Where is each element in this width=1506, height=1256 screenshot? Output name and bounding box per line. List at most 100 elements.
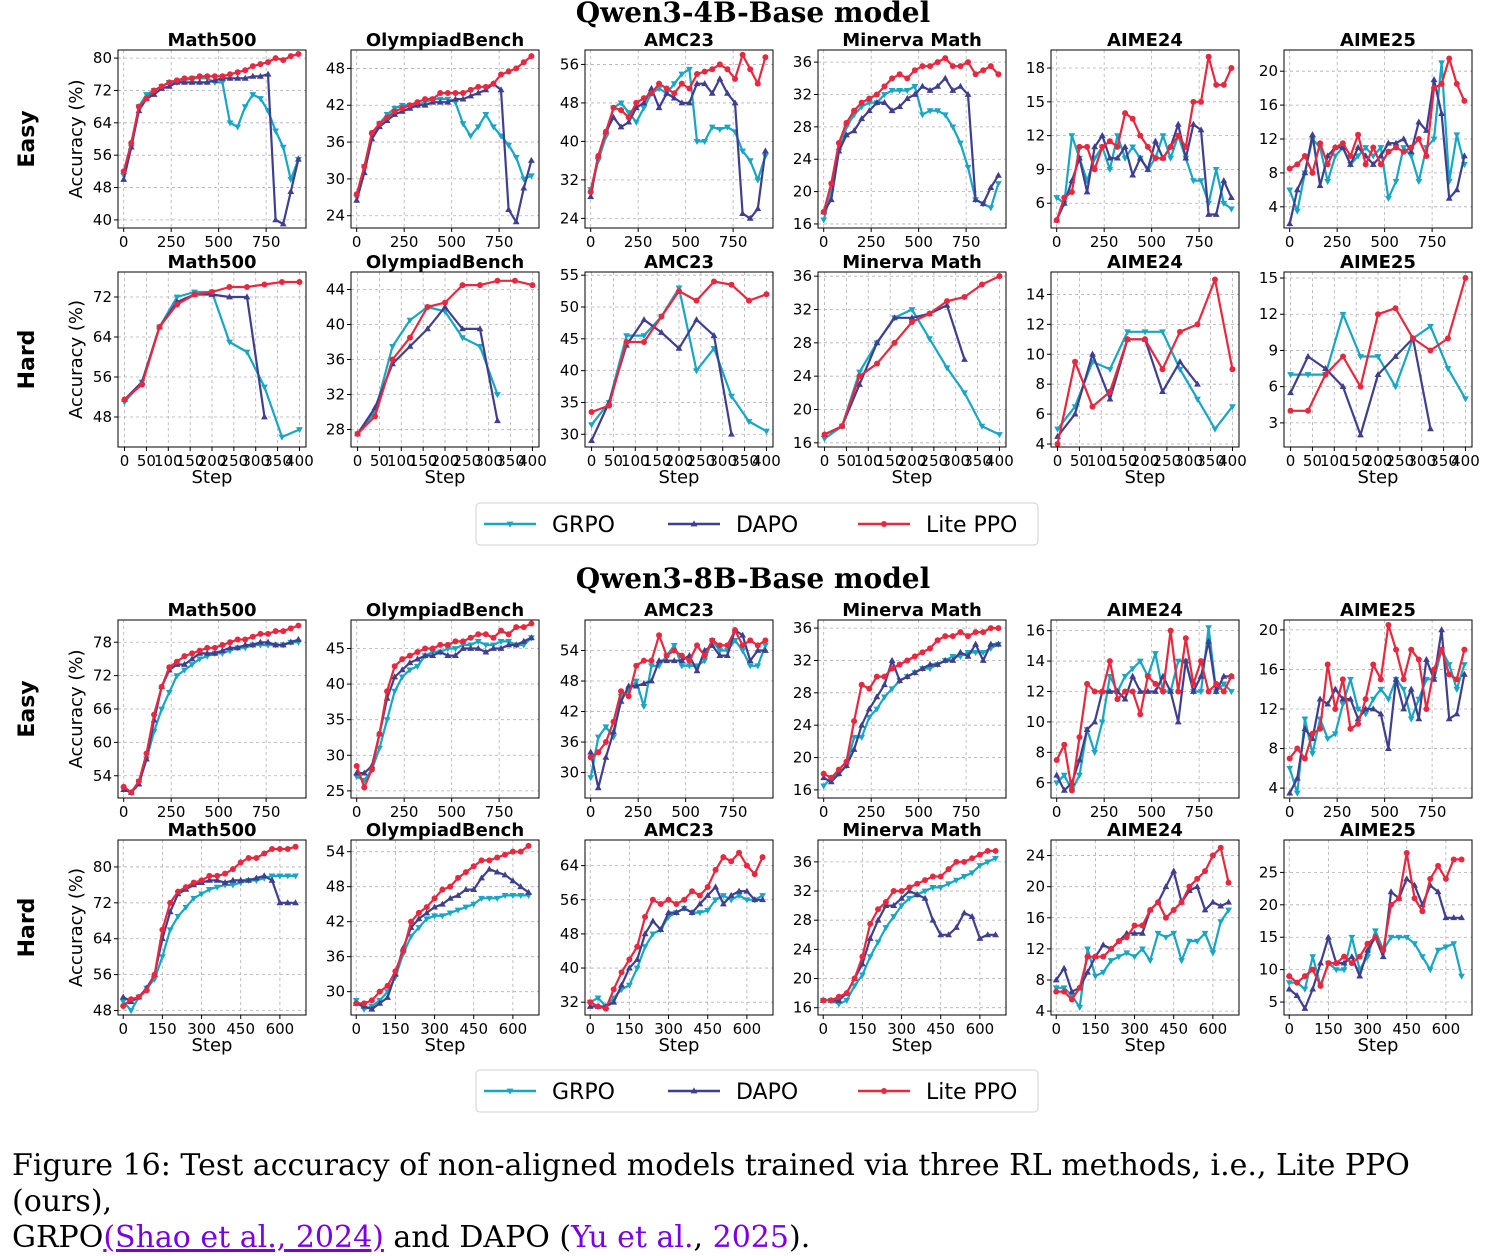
subplot-title: OlympiadBench xyxy=(366,252,524,273)
x-tick-label: 200 xyxy=(898,452,927,470)
data-point xyxy=(1392,305,1399,312)
data-point xyxy=(964,652,972,659)
y-tick-label: 12 xyxy=(1259,130,1278,148)
citation-shao[interactable]: (Shao et al., 2024) xyxy=(103,1220,384,1255)
x-tick-label: 300 xyxy=(187,1020,216,1038)
x-tick-label: 0 xyxy=(586,233,596,251)
data-point xyxy=(1434,888,1442,895)
data-point xyxy=(467,92,475,99)
y-tick-label: 32 xyxy=(793,651,812,669)
data-point xyxy=(606,402,613,409)
data-point xyxy=(657,926,665,933)
data-point xyxy=(249,641,257,648)
x-tick-label: 750 xyxy=(1185,803,1214,821)
series-line xyxy=(590,629,767,759)
x-axis-label: Step xyxy=(892,467,933,488)
data-point xyxy=(1316,182,1324,189)
data-point xyxy=(1408,646,1415,653)
data-point xyxy=(1068,988,1076,995)
data-point xyxy=(858,681,865,688)
y-tick-label: 20 xyxy=(1259,62,1278,80)
series-lite-ppo xyxy=(587,849,766,1012)
citation-yu[interactable]: Yu et al. xyxy=(571,1220,694,1255)
data-point xyxy=(1220,681,1228,688)
data-point xyxy=(497,133,505,140)
x-tick-label: 600 xyxy=(966,1020,995,1038)
y-tick-label: 48 xyxy=(560,925,579,943)
data-point xyxy=(858,960,866,967)
data-point xyxy=(1423,655,1430,662)
data-point xyxy=(1377,161,1384,168)
series-grpo xyxy=(819,855,999,1008)
series-line xyxy=(1288,877,1462,1010)
data-point xyxy=(978,281,985,288)
data-point xyxy=(827,196,835,203)
x-tick-label: 500 xyxy=(204,233,233,251)
y-tick-label: 24 xyxy=(1026,847,1045,865)
y-tick-label: 10 xyxy=(1026,345,1045,363)
data-point xyxy=(272,641,280,648)
x-tick-label: 300 xyxy=(941,452,970,470)
data-point xyxy=(198,877,205,884)
data-point xyxy=(595,152,602,159)
data-point xyxy=(1309,985,1317,992)
y-tick-label: 24 xyxy=(793,150,812,168)
data-point xyxy=(1419,908,1426,915)
data-point xyxy=(1317,725,1324,732)
citation-year[interactable]: 2025 xyxy=(712,1220,789,1255)
data-point xyxy=(943,298,950,305)
data-point xyxy=(1411,941,1418,948)
x-tick-label: 600 xyxy=(733,1020,762,1038)
series-line xyxy=(123,293,266,418)
data-point xyxy=(292,899,299,906)
data-point xyxy=(865,714,873,721)
data-point xyxy=(693,368,700,375)
data-point xyxy=(943,365,951,372)
y-tick-label: 8 xyxy=(1268,164,1278,182)
data-point xyxy=(905,887,913,894)
x-tick-label: 350 xyxy=(963,452,992,470)
plot-frame xyxy=(1050,839,1240,1016)
data-point xyxy=(1392,352,1399,359)
data-point xyxy=(976,851,983,858)
x-tick-label: 400 xyxy=(985,452,1014,470)
data-point xyxy=(926,336,933,343)
data-point xyxy=(625,982,633,989)
data-point xyxy=(1317,982,1324,989)
data-point xyxy=(881,681,888,688)
data-point xyxy=(376,745,383,752)
series-dapo xyxy=(120,635,302,795)
series-lite-ppo xyxy=(1053,627,1235,794)
data-point xyxy=(415,915,423,922)
data-point xyxy=(442,299,448,306)
data-point xyxy=(633,99,640,106)
data-point xyxy=(618,981,625,988)
data-point xyxy=(1092,953,1099,960)
data-point xyxy=(1084,968,1091,975)
data-point xyxy=(926,666,934,673)
data-point xyxy=(992,855,999,862)
y-tick-label: 60 xyxy=(93,733,112,751)
data-point xyxy=(595,749,602,756)
x-tick-label: 400 xyxy=(752,452,781,470)
series-lite-ppo xyxy=(587,51,769,195)
data-point xyxy=(272,128,280,135)
data-point xyxy=(383,717,391,724)
data-point xyxy=(1415,178,1423,185)
data-point xyxy=(1377,145,1385,152)
data-point xyxy=(856,373,863,380)
data-point xyxy=(1099,143,1106,150)
data-point xyxy=(1392,675,1400,682)
data-point xyxy=(1084,143,1091,150)
data-point xyxy=(890,888,897,895)
subplot-title: Minerva Math xyxy=(842,252,982,273)
data-point xyxy=(353,774,361,781)
y-tick-label: 24 xyxy=(326,207,345,225)
data-point xyxy=(528,620,535,627)
data-point xyxy=(1393,144,1400,151)
data-point xyxy=(1106,658,1113,665)
x-tick-label: 250 xyxy=(390,233,419,251)
